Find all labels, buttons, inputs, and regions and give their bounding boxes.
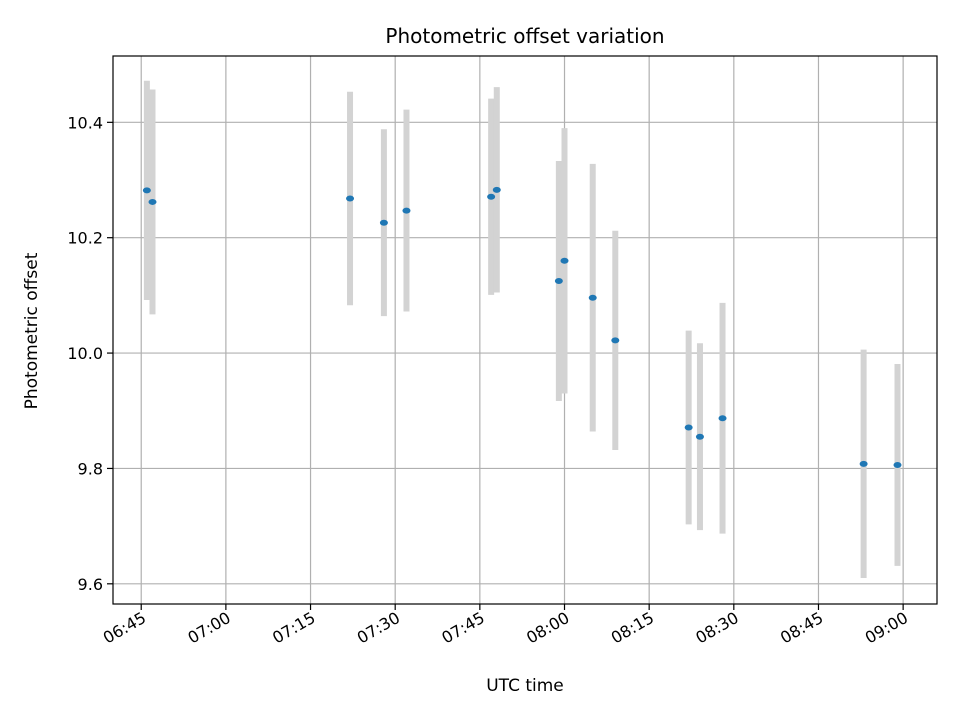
data-point (148, 198, 157, 205)
x-tick-label: 07:45 (438, 608, 487, 648)
data-point (718, 415, 727, 422)
plot-frame (112, 55, 938, 605)
y-tick-label: 10.2 (67, 229, 103, 248)
data-point (554, 277, 563, 284)
y-tick-label: 9.6 (78, 575, 103, 594)
x-tick-label: 08:15 (608, 608, 657, 648)
data-point (560, 257, 569, 264)
x-tick-label: 07:00 (184, 608, 233, 648)
grid (113, 56, 937, 604)
data-point (695, 433, 704, 440)
x-tick-label: 08:45 (777, 608, 826, 648)
data-point (492, 186, 501, 193)
y-axis-label: Photometric offset (22, 252, 42, 409)
data-point (588, 294, 597, 301)
data-points (142, 186, 902, 468)
error-bars (143, 80, 901, 579)
y-tick-label: 10.0 (67, 344, 103, 363)
data-point (859, 460, 868, 467)
x-tick-label: 09:00 (862, 608, 911, 648)
x-tick-label: 08:00 (523, 608, 572, 648)
x-tick-label: 07:15 (269, 608, 318, 648)
x-tick-label: 08:30 (692, 608, 741, 648)
data-point (379, 219, 388, 226)
x-tick-label: 07:30 (354, 608, 403, 648)
data-point (611, 337, 620, 344)
x-axis: 06:45 07:00 07:15 07:30 07:45 08:00 08:15 08:30… (100, 604, 911, 648)
data-point (142, 187, 151, 194)
y-tick-label: 10.4 (67, 113, 103, 132)
chart-title: Photometric offset variation (385, 24, 664, 48)
data-point (893, 461, 902, 468)
x-axis-label: UTC time (486, 676, 564, 696)
data-point (487, 193, 496, 200)
data-point (346, 195, 355, 202)
y-tick-label: 9.8 (78, 459, 103, 478)
data-point (402, 207, 411, 214)
x-tick-label: 06:45 (100, 608, 149, 648)
y-axis: 9.6 9.8 10.0 10.2 10.4 (67, 113, 113, 594)
data-point (684, 424, 693, 431)
